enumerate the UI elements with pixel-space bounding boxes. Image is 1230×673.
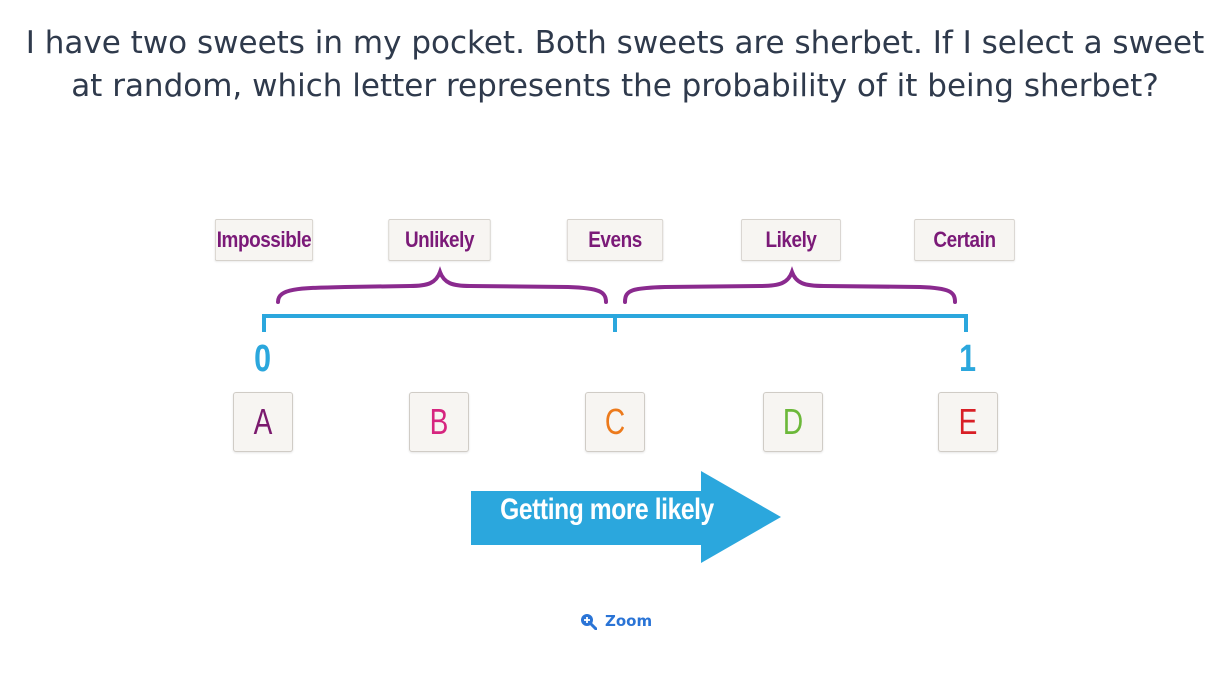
label-certain: Certain — [914, 219, 1015, 261]
option-d[interactable]: D — [763, 392, 823, 452]
option-e-letter: E — [958, 401, 978, 442]
question-text: I have two sweets in my pocket. Both swe… — [25, 25, 1205, 104]
option-c[interactable]: C — [585, 392, 645, 452]
zoom-in-icon — [581, 613, 597, 630]
option-b[interactable]: B — [409, 392, 469, 452]
option-a[interactable]: A — [233, 392, 293, 452]
label-unlikely: Unlikely — [388, 219, 491, 261]
option-c-letter: C — [604, 401, 626, 442]
option-a-letter: A — [253, 401, 273, 442]
label-impossible: Impossible — [214, 219, 314, 261]
label-likely: Likely — [741, 219, 841, 261]
scale-end-number: 1 — [959, 338, 977, 380]
brace-likely — [623, 266, 957, 304]
zoom-label: Zoom — [605, 612, 653, 630]
option-b-letter: B — [429, 401, 449, 442]
label-evens: Evens — [566, 219, 664, 261]
zoom-button[interactable]: Zoom — [580, 612, 652, 630]
option-d-letter: D — [782, 401, 804, 442]
option-e[interactable]: E — [938, 392, 998, 452]
brace-unlikely — [276, 266, 608, 304]
arrow-label: Getting more likely — [500, 493, 714, 526]
scale-start-number: 0 — [254, 338, 272, 380]
